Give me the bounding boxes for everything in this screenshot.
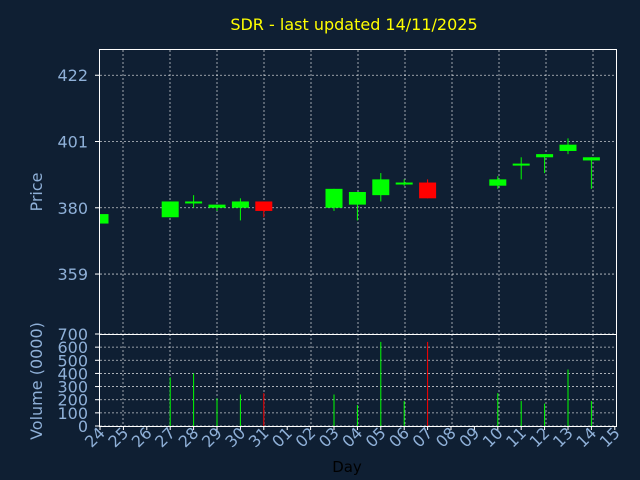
volume-tick-label: 0 bbox=[78, 417, 88, 436]
candle-body bbox=[536, 154, 554, 158]
candle-body bbox=[255, 201, 273, 211]
x-axis-label: Day bbox=[332, 458, 362, 476]
candle-body bbox=[161, 201, 179, 218]
volume-tick-label: 700 bbox=[57, 325, 88, 344]
candle-body bbox=[325, 188, 343, 208]
volume-tick-label: 500 bbox=[57, 351, 88, 370]
candle-body bbox=[208, 204, 226, 208]
volume-tick-label: 600 bbox=[57, 338, 88, 357]
x-axis-day-ticks: 2425262728293031010203040506070809101112… bbox=[81, 423, 624, 451]
volume-grid bbox=[100, 333, 616, 427]
candle-body bbox=[489, 179, 507, 186]
candles bbox=[99, 138, 600, 224]
volume-tick-label: 200 bbox=[57, 391, 88, 410]
price-y-ticks: 359 380 401 422 bbox=[57, 66, 100, 284]
price-tick-label: 401 bbox=[57, 133, 88, 152]
candle-body bbox=[348, 192, 366, 205]
price-panel: 359 380 401 422 bbox=[57, 49, 617, 335]
chart-title: SDR - last updated 14/11/2025 bbox=[230, 15, 477, 34]
candle-body bbox=[395, 182, 413, 185]
volume-axis-label: Volume (0000) bbox=[27, 322, 46, 440]
volume-tick-label: 300 bbox=[57, 378, 88, 397]
candle-body bbox=[372, 179, 390, 196]
price-grid bbox=[100, 50, 616, 334]
volume-bars bbox=[169, 341, 592, 426]
price-tick-label: 380 bbox=[57, 199, 88, 218]
price-tick-label: 359 bbox=[57, 265, 88, 284]
day-tick-label: 15 bbox=[596, 423, 624, 451]
candle-body bbox=[185, 201, 203, 204]
candle-body bbox=[419, 182, 437, 199]
candle-body bbox=[582, 157, 600, 161]
volume-tick-label: 400 bbox=[57, 364, 88, 383]
candle-body bbox=[231, 201, 249, 208]
candle-body bbox=[512, 163, 530, 166]
volume-tick-label: 100 bbox=[57, 404, 88, 423]
price-tick-label: 422 bbox=[57, 66, 88, 85]
candle-body bbox=[559, 144, 577, 151]
volume-frame bbox=[99, 334, 617, 427]
candle-body bbox=[100, 214, 109, 224]
price-axis-label: Price bbox=[27, 172, 46, 211]
